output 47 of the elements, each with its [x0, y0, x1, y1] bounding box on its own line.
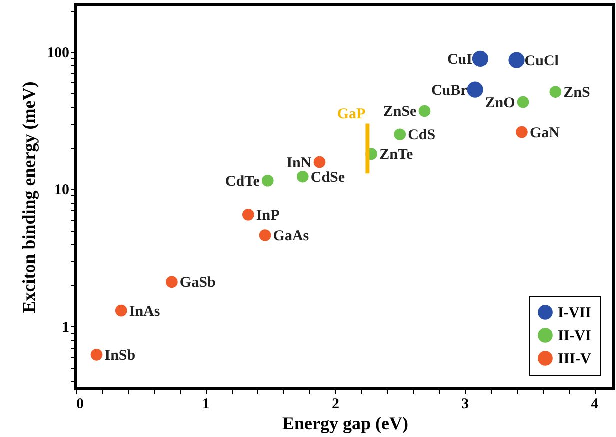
annotation: GaAs — [273, 228, 310, 244]
series-label: GaP — [337, 106, 366, 123]
legend-label: I-VII — [558, 306, 592, 322]
point — [242, 208, 254, 221]
annotation: InP — [256, 208, 280, 224]
point — [166, 276, 178, 288]
annotation: ZnSe — [383, 104, 418, 120]
point — [516, 126, 528, 138]
point — [550, 86, 562, 98]
y-tick-label: 10 — [54, 182, 70, 199]
annotation: CdS — [408, 128, 436, 144]
x-axis-title: Energy gap (eV) — [282, 414, 408, 434]
x-tick-label: 3 — [462, 396, 470, 412]
point — [314, 156, 326, 168]
legend-label: II-VI — [558, 328, 592, 344]
annotation: InSb — [104, 348, 136, 364]
y-tick-label: 100 — [47, 45, 70, 62]
legend-label: III-V — [558, 352, 592, 368]
y-axis-title: Exciton binding energy (meV) — [19, 82, 39, 314]
y-tick-label: 1 — [62, 320, 70, 336]
point — [467, 82, 484, 98]
annotation: CuBr — [431, 82, 468, 99]
annotation: InAs — [129, 304, 160, 320]
annotation: CuCl — [524, 53, 559, 70]
annotation: GaN — [530, 125, 560, 142]
point — [517, 96, 530, 108]
point — [472, 50, 489, 67]
annotation: GaSb — [180, 275, 216, 292]
annotation: CuI — [447, 52, 473, 68]
annotation: CdTe — [225, 174, 260, 190]
x-tick-label: 2 — [332, 396, 340, 412]
point — [296, 170, 309, 183]
annotation: InN — [286, 155, 312, 172]
point — [418, 105, 431, 118]
x-tick-label: 0 — [76, 396, 84, 412]
annotation: ZnS — [564, 85, 590, 102]
point — [508, 52, 525, 68]
annotation: CdSe — [310, 170, 346, 186]
annotation: ZnO — [485, 95, 516, 112]
x-tick-label: 4 — [591, 396, 600, 412]
point — [262, 174, 274, 187]
point — [115, 304, 128, 317]
x-tick-label: 1 — [202, 396, 210, 412]
point — [394, 128, 406, 141]
point — [259, 230, 272, 242]
point — [90, 349, 103, 361]
annotation: ZnTe — [380, 147, 414, 164]
